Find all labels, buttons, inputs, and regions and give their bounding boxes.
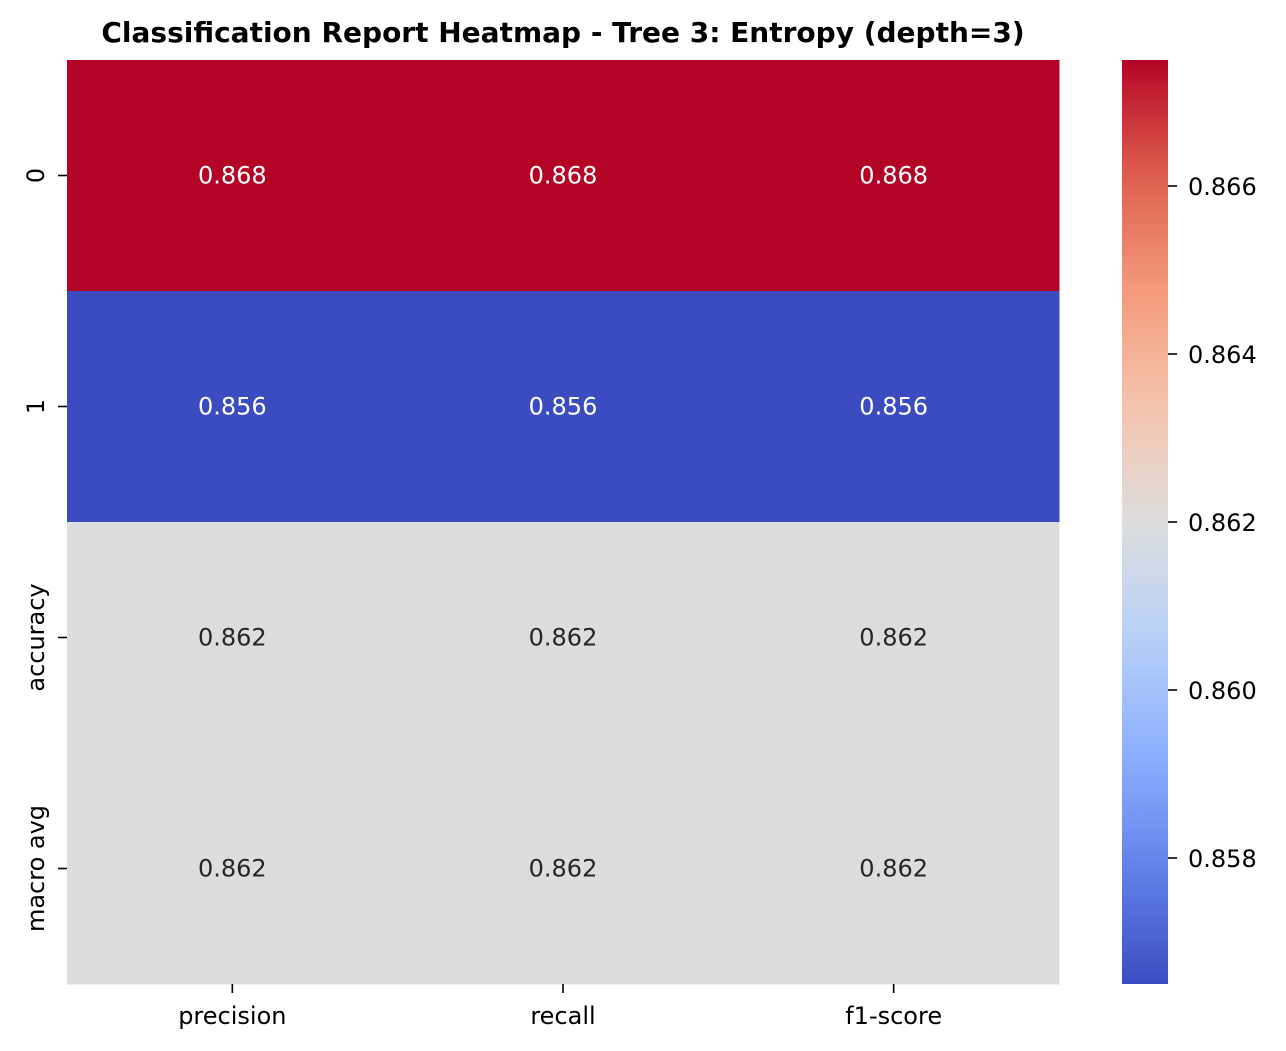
- heatmap-cell: [67, 522, 399, 754]
- x-tick-label: f1-score: [845, 1002, 942, 1030]
- heatmap-cell: [67, 753, 399, 985]
- cell-value-label: 0.856: [529, 393, 598, 421]
- heatmap-cells: [67, 60, 1060, 985]
- heatmap-cell: [728, 753, 1060, 985]
- heatmap-cell: [397, 522, 729, 754]
- cell-value-label: 0.862: [529, 855, 598, 883]
- heatmap-cell: [397, 753, 729, 985]
- y-tick-label: macro avg: [22, 805, 50, 932]
- y-axis: 0 1 accuracy macro avg: [22, 168, 67, 932]
- cell-value-label: 0.856: [198, 393, 267, 421]
- colorbar-tick-label: 0.862: [1188, 509, 1257, 537]
- heatmap-cell: [728, 291, 1060, 523]
- cell-value-label: 0.856: [859, 393, 928, 421]
- colorbar-tick-label: 0.864: [1188, 341, 1257, 369]
- cell-value-label: 0.868: [198, 162, 267, 190]
- colorbar-tick-label: 0.858: [1188, 845, 1257, 873]
- colorbar: [1122, 60, 1168, 984]
- heatmap-cell-labels: 0.868 0.868 0.868 0.856 0.856 0.856 0.862 0.862…: [198, 162, 928, 883]
- colorbar-tick-label: 0.866: [1188, 173, 1257, 201]
- colorbar-axis: 0.858 0.860 0.862 0.864 0.866: [1168, 173, 1257, 873]
- cell-value-label: 0.862: [198, 855, 267, 883]
- cell-value-label: 0.868: [529, 162, 598, 190]
- x-tick-label: recall: [530, 1002, 595, 1030]
- y-tick-label: accuracy: [22, 583, 50, 691]
- y-tick-label: 0: [22, 168, 50, 183]
- heatmap-cell: [728, 60, 1060, 292]
- x-tick-label: precision: [178, 1002, 286, 1030]
- x-axis: precision recall f1-score: [178, 984, 942, 1030]
- cell-value-label: 0.868: [859, 162, 928, 190]
- cell-value-label: 0.862: [198, 624, 267, 652]
- heatmap-cell: [397, 60, 729, 292]
- cell-value-label: 0.862: [859, 624, 928, 652]
- heatmap-cell: [397, 291, 729, 523]
- heatmap-cell: [67, 60, 399, 292]
- heatmap-cell: [728, 522, 1060, 754]
- cell-value-label: 0.862: [859, 855, 928, 883]
- colorbar-tick-label: 0.860: [1188, 677, 1257, 705]
- heatmap-cell: [67, 291, 399, 523]
- cell-value-label: 0.862: [529, 624, 598, 652]
- y-tick-label: 1: [22, 399, 50, 414]
- chart-title: Classification Report Heatmap - Tree 3: …: [101, 16, 1024, 49]
